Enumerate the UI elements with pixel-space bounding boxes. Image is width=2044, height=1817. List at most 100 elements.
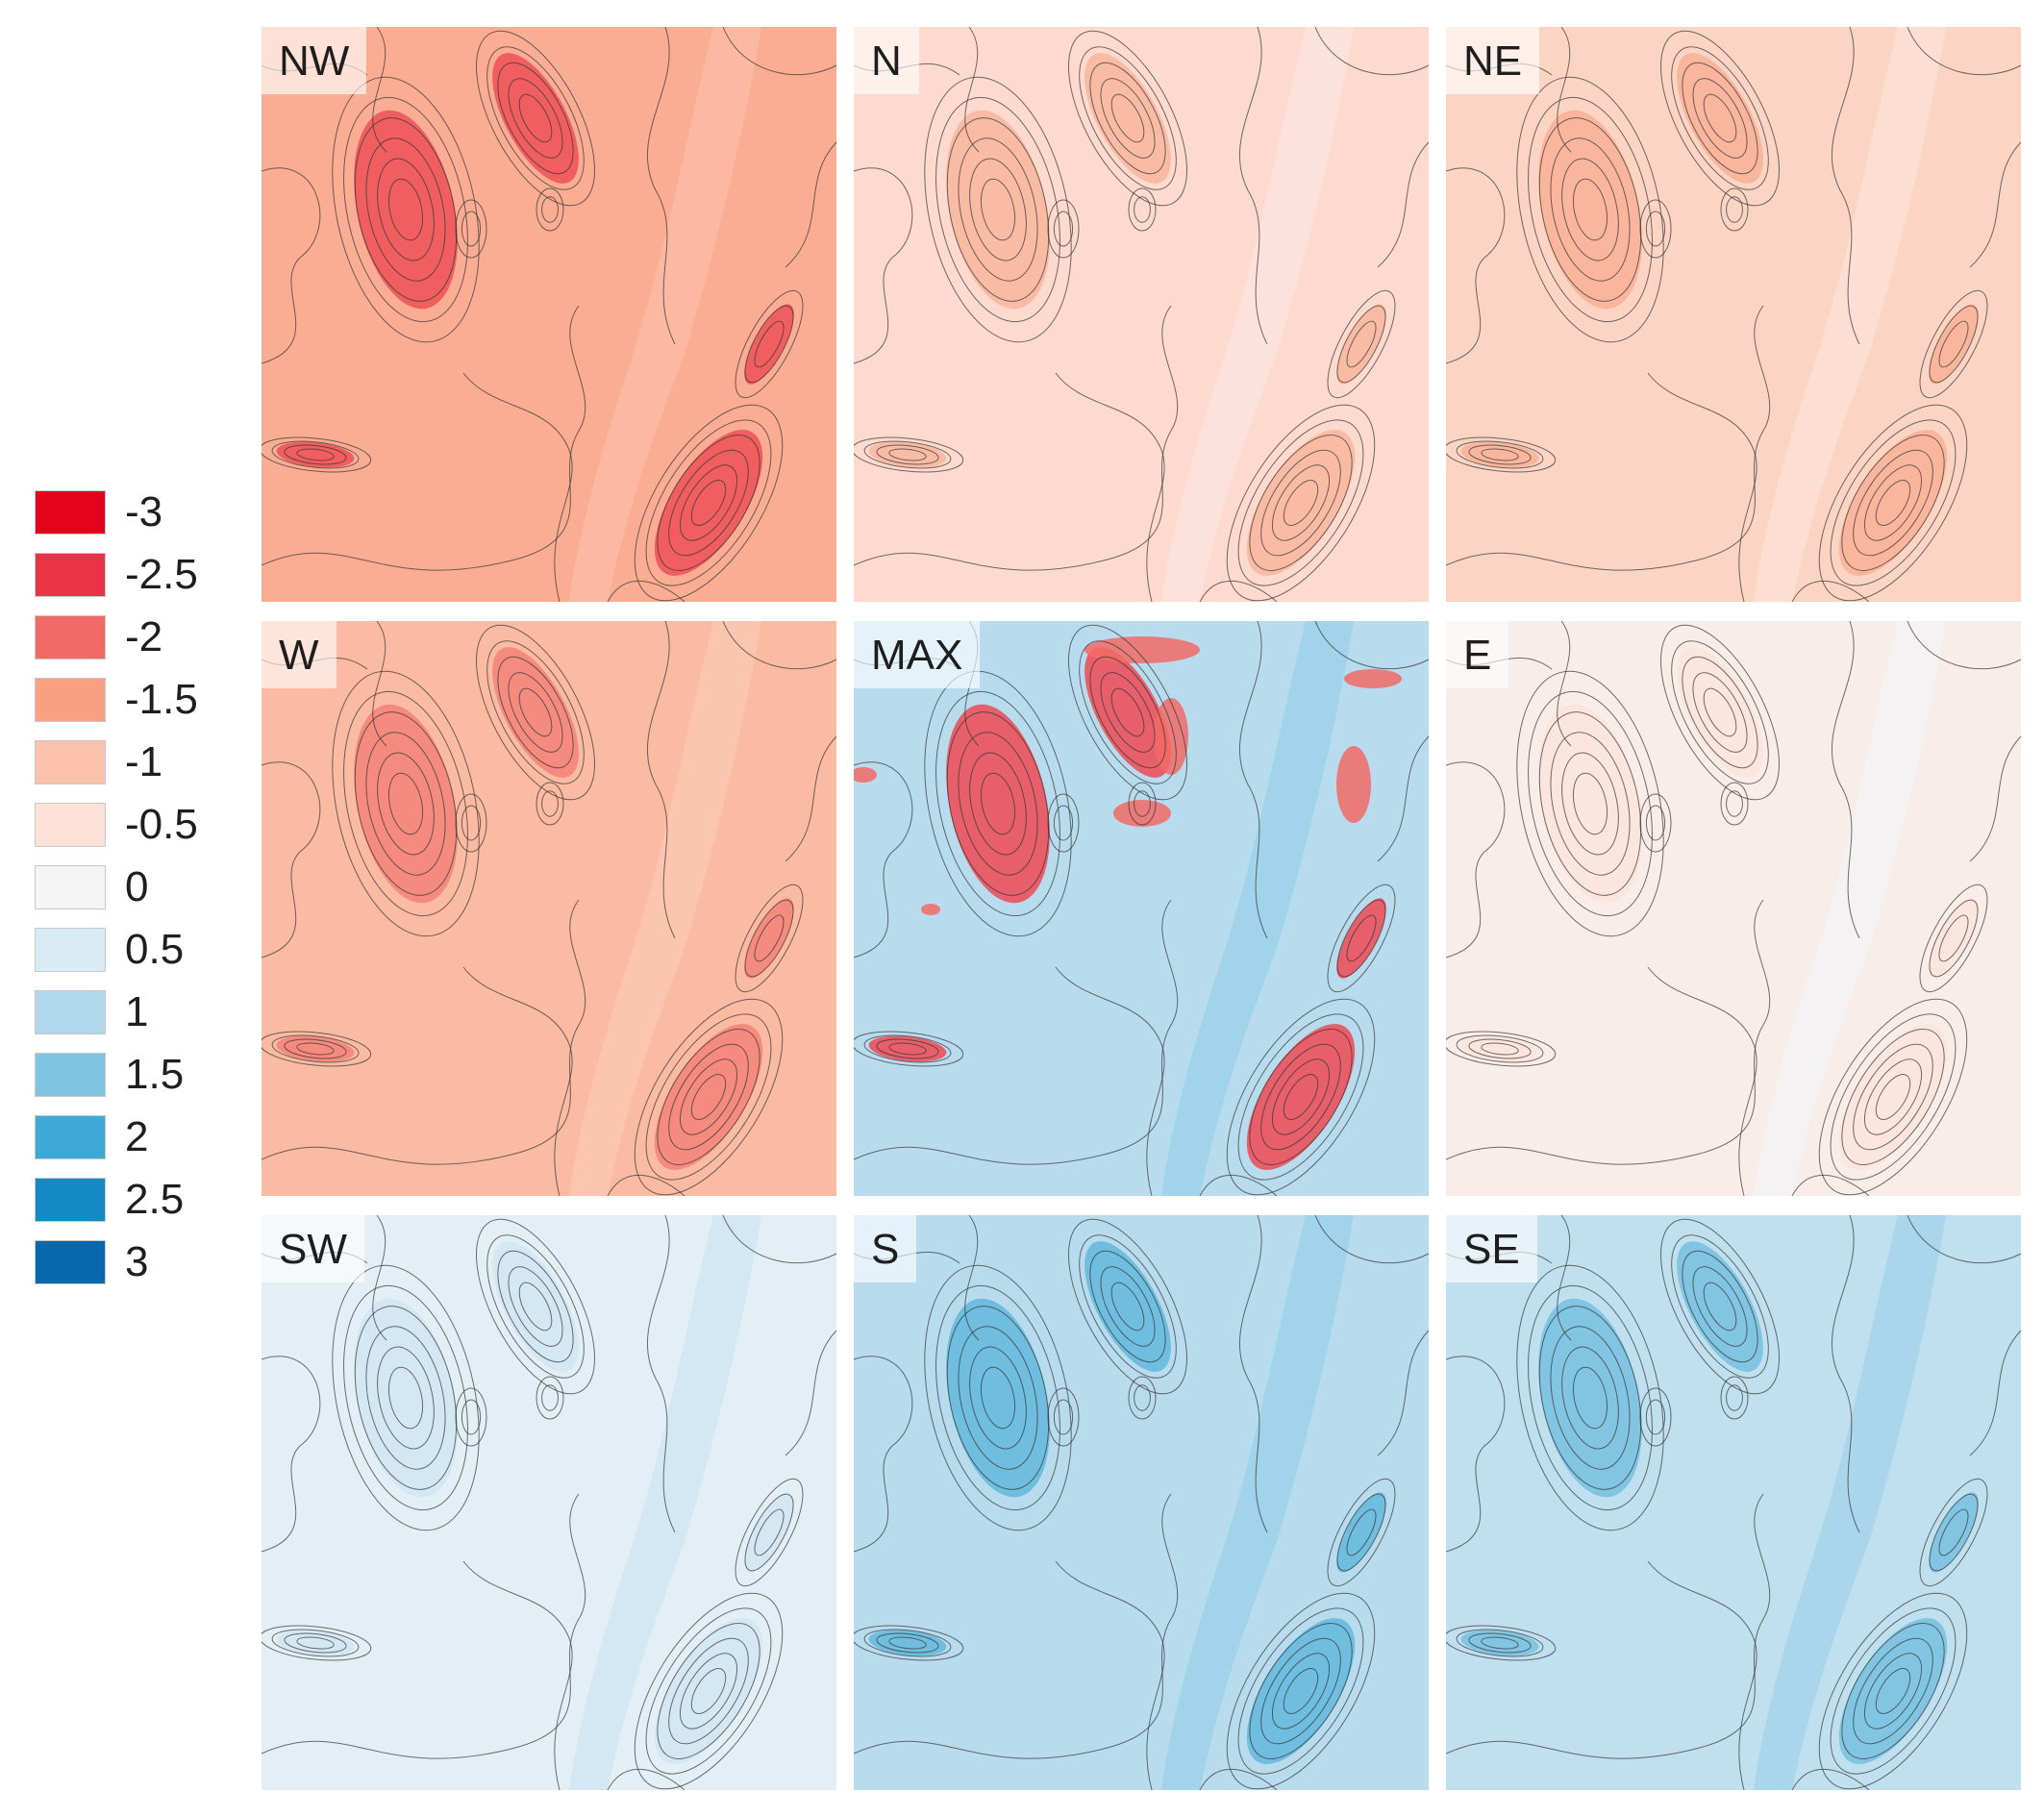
legend-item: 0 [35,856,198,918]
ridge-shading [1929,1492,1979,1573]
contour-line [634,404,784,602]
contour-line [1919,1478,1988,1587]
legend-item: 2 [35,1106,198,1168]
ridge-shading [1929,898,1979,979]
contour-line [1079,640,1177,784]
contour-line [462,966,573,1196]
contour-line [1053,805,1074,841]
contour-line [1237,1607,1364,1775]
contour-line [343,1284,468,1511]
legend-item: -3 [35,481,198,543]
ridge-shading [1677,1241,1763,1372]
contour-line [690,480,727,526]
contour-line [854,1625,964,1661]
contour-line [1875,1074,1911,1120]
contour-line [536,1376,564,1420]
contour-line [486,640,585,784]
contour-line [1647,966,1757,1196]
contour-lines [854,621,1429,1196]
contour-line [284,1038,347,1059]
contour-line [455,793,487,853]
contour-line [754,320,785,368]
contour-line [1079,1234,1177,1379]
contour-line [1346,320,1377,368]
contour-lines [1446,1215,2021,1790]
legend-swatch [35,927,106,972]
ridge-shading [1460,441,1539,468]
contour-line [863,440,952,469]
contour-line [1346,1508,1377,1556]
ridge-shading [654,1024,763,1170]
contour-line [1110,1282,1145,1332]
ridge-shading [1336,304,1386,385]
contour-line [1053,211,1074,247]
contour-line [1528,96,1653,323]
contour-line [1703,687,1737,737]
ridge-shading [1336,1492,1386,1573]
contour-line [1516,670,1664,937]
contour-line [372,1215,387,1341]
contour-line [1557,1215,1572,1341]
contour-line [1110,687,1145,737]
legend-label: -3 [125,487,163,535]
contour-line [1645,211,1666,247]
contour-line [785,1330,836,1456]
ridge-shading [276,441,355,468]
contour-line [1703,93,1737,143]
contour-line [1271,464,1331,541]
contour-line [964,27,980,153]
contour-line [854,1356,913,1553]
contour-line [372,27,387,153]
contour-line [1703,1282,1737,1332]
contour-line [1067,624,1188,801]
contour-line [854,436,964,473]
contour-line [1468,1632,1532,1654]
panel-label: NE [1446,27,1540,94]
contour-line [1938,1508,1969,1556]
contour-line [1237,1013,1364,1181]
contour-line [744,1493,794,1572]
contour-line [1283,1668,1319,1714]
contour-line [1841,435,1945,571]
legend-swatch [35,1052,106,1097]
contour-line [262,305,586,571]
contour-line [1875,1668,1911,1714]
contour-line [387,1366,424,1430]
ridge-shading [492,53,579,184]
contour-line [461,211,482,247]
contour-line [1647,372,1757,602]
ridge-shading [1838,1618,1948,1764]
contour-line [1561,1346,1619,1450]
contour-line [722,27,836,76]
ridge-shading [654,1618,763,1764]
contour-line [969,752,1027,856]
color-scale-legend: -3 -2.5 -2 -1.5 -1 -0.5 0 0.5 1 1.5 2 2.5 3 [35,481,198,1293]
legend-label: 2.5 [125,1175,185,1223]
legend-swatch [35,552,106,597]
contour-line [946,1306,1050,1490]
contour-line [332,76,480,343]
legend-swatch [35,1239,106,1284]
panel-label: S [854,1215,917,1282]
hotspot-shading [921,904,940,915]
ridge-shading [1084,1241,1171,1372]
contour-line [1726,1384,1743,1411]
contour-line [1055,1560,1165,1790]
ridge-shading [1838,430,1948,576]
panel-label: W [262,621,337,688]
contour-line [486,46,585,190]
contour-line [332,1264,480,1531]
legend-label: 1 [125,987,149,1035]
contour-line [980,1366,1016,1430]
contour-lines [262,621,836,1196]
contour-line [497,656,574,769]
contour-line [1446,1493,1771,1759]
contour-line [1128,187,1157,232]
contour-line [1226,1592,1376,1790]
contour-line [354,711,458,896]
contour-line [958,137,1038,282]
contour-line [690,1668,727,1714]
contour-line [679,464,738,541]
contour-line [888,1636,927,1650]
contour-line [262,761,321,958]
